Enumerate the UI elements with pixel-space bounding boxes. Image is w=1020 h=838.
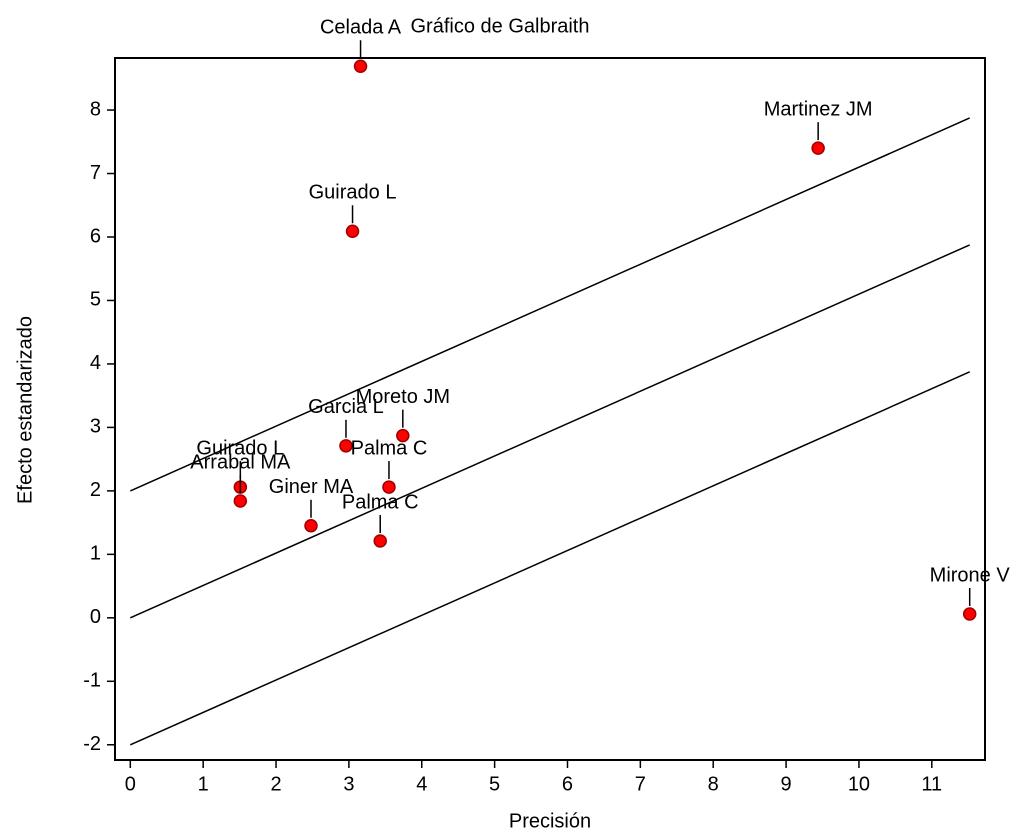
y-tick-label: 8 — [90, 98, 101, 120]
y-tick-label: -2 — [83, 733, 101, 755]
x-tick-label: 4 — [416, 773, 427, 795]
point-label: Giner MA — [269, 476, 354, 498]
y-axis-label: Efecto estandarizado — [14, 316, 36, 504]
x-tick-label: 6 — [562, 773, 573, 795]
point — [304, 519, 318, 533]
x-tick-label: 0 — [125, 773, 136, 795]
y-tick-label: -1 — [83, 670, 101, 692]
point-label: Moreto JM — [356, 386, 450, 408]
x-tick-label: 8 — [708, 773, 719, 795]
y-tick-label: 0 — [90, 606, 101, 628]
x-tick-label: 5 — [489, 773, 500, 795]
point-label: Palma C — [351, 437, 428, 459]
x-tick-label: 2 — [270, 773, 281, 795]
point — [233, 494, 248, 508]
point-label: Celada A — [320, 17, 402, 39]
x-tick-label: 9 — [781, 773, 792, 795]
x-tick-label: 10 — [848, 773, 870, 795]
x-tick-label: 3 — [343, 773, 354, 795]
point — [373, 534, 387, 548]
y-tick-label: 3 — [90, 416, 101, 438]
y-tick-label: 6 — [90, 225, 101, 247]
point-label: Mirone V — [930, 564, 1011, 586]
point — [382, 480, 396, 494]
y-tick-label: 5 — [90, 289, 101, 311]
point-label: Martinez JM — [764, 98, 873, 120]
reference-line — [129, 117, 971, 492]
point — [811, 141, 825, 155]
y-tick-label: 7 — [90, 162, 101, 184]
point-label: Guirado L — [196, 437, 284, 459]
chart-title: Gráfico de Galbraith — [411, 15, 590, 37]
y-tick-label: 1 — [90, 543, 101, 565]
x-tick-label: 1 — [198, 773, 209, 795]
point — [396, 428, 410, 443]
plot-frame — [114, 57, 986, 761]
x-axis-label: Precisión — [509, 810, 591, 832]
point — [353, 59, 368, 74]
y-tick-label: 2 — [90, 479, 101, 501]
point-label: Palma C — [342, 491, 419, 513]
point-label: Arrabal MA — [190, 451, 291, 473]
y-tick-label: 4 — [90, 352, 101, 374]
reference-line — [129, 371, 971, 746]
point-label: Garcia L — [308, 396, 384, 418]
reference-line — [129, 244, 971, 619]
x-tick-label: 11 — [921, 773, 942, 795]
point — [345, 224, 360, 239]
point-label: Guirado L — [309, 182, 397, 204]
point — [339, 439, 353, 453]
x-tick-label: 7 — [635, 773, 646, 795]
point — [962, 607, 977, 621]
